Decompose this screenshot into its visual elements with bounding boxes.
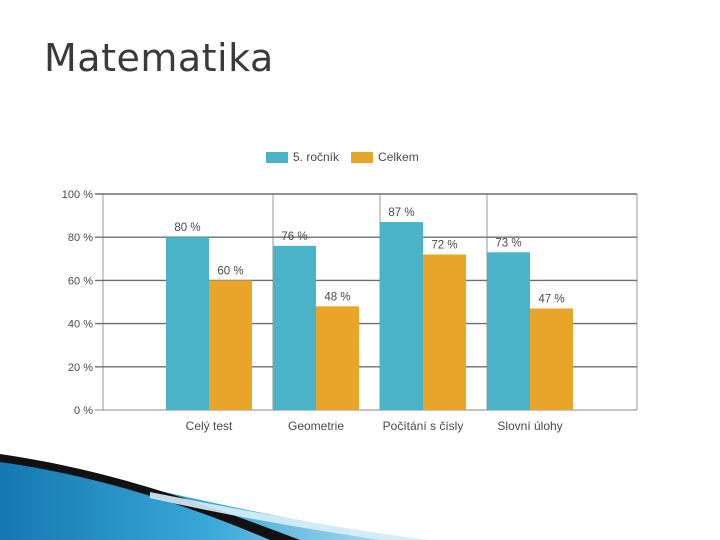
legend-item-series2: Celkem: [351, 150, 419, 164]
y-tick-label: 100 %: [62, 189, 93, 201]
data-label: 72 %: [431, 239, 457, 251]
bar-chart: 0 % 20 % 40 % 60 % 80 % 100 % 80 % 60 % Celý tes…: [62, 189, 638, 433]
decorative-swoosh: [0, 454, 430, 540]
data-label: 60 %: [217, 265, 243, 277]
bar: [316, 306, 359, 410]
y-tick-label: 0 %: [74, 405, 93, 417]
y-tick-label: 40 %: [68, 319, 93, 331]
chart-legend: 5. ročník Celkem: [266, 150, 419, 164]
data-label: 76 %: [281, 231, 307, 243]
x-tick-label: Počítání s čísly: [383, 419, 464, 433]
data-label: 87 %: [388, 207, 414, 219]
y-tick-label: 80 %: [68, 232, 93, 244]
x-tick-label: Celý test: [186, 419, 233, 433]
data-label: 80 %: [174, 222, 200, 234]
x-tick-label: Slovní úlohy: [497, 419, 562, 433]
slide-title: Matematika: [44, 36, 274, 80]
legend-label-series2: Celkem: [378, 150, 419, 164]
bar: [423, 254, 466, 410]
y-tick-label: 60 %: [68, 275, 93, 287]
data-label: 73 %: [495, 237, 521, 249]
bar: [166, 237, 209, 410]
data-label: 47 %: [538, 293, 564, 305]
y-tick-label: 20 %: [68, 362, 93, 374]
legend-swatch-series1: [266, 151, 288, 163]
data-label: 48 %: [324, 291, 350, 303]
bar: [273, 245, 316, 410]
bar: [487, 252, 530, 410]
bar: [380, 222, 423, 410]
legend-swatch-series2: [351, 151, 374, 163]
bar: [530, 308, 573, 410]
legend-item-series1: 5. ročník: [266, 150, 339, 164]
bar: [209, 280, 252, 410]
legend-label-series1: 5. ročník: [293, 150, 340, 164]
x-tick-label: Geometrie: [288, 419, 344, 433]
